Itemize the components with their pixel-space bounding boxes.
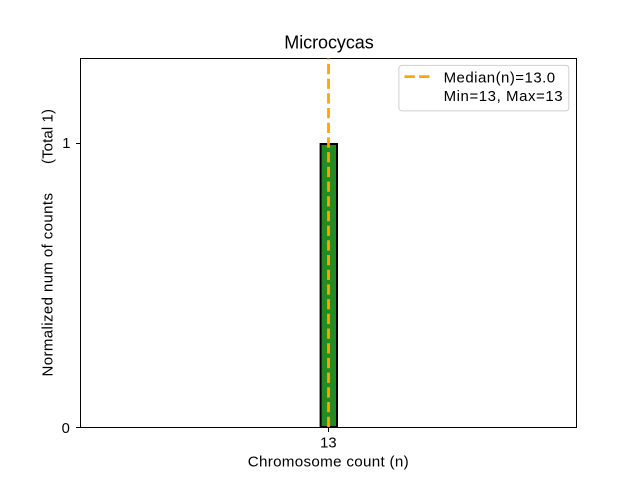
- svg-text:Chromosome count (n): Chromosome count (n): [248, 454, 409, 471]
- svg-text:Microcycas: Microcycas: [284, 33, 374, 53]
- svg-text:(Total 1): (Total 1): [40, 109, 57, 164]
- svg-text:Normalized num of counts: Normalized num of counts: [40, 193, 57, 377]
- svg-text:Min=13, Max=13: Min=13, Max=13: [444, 88, 563, 105]
- svg-text:0: 0: [62, 421, 70, 437]
- svg-text:Median(n)=13.0: Median(n)=13.0: [444, 69, 555, 86]
- svg-text:13: 13: [320, 436, 336, 452]
- svg-text:1: 1: [62, 136, 70, 152]
